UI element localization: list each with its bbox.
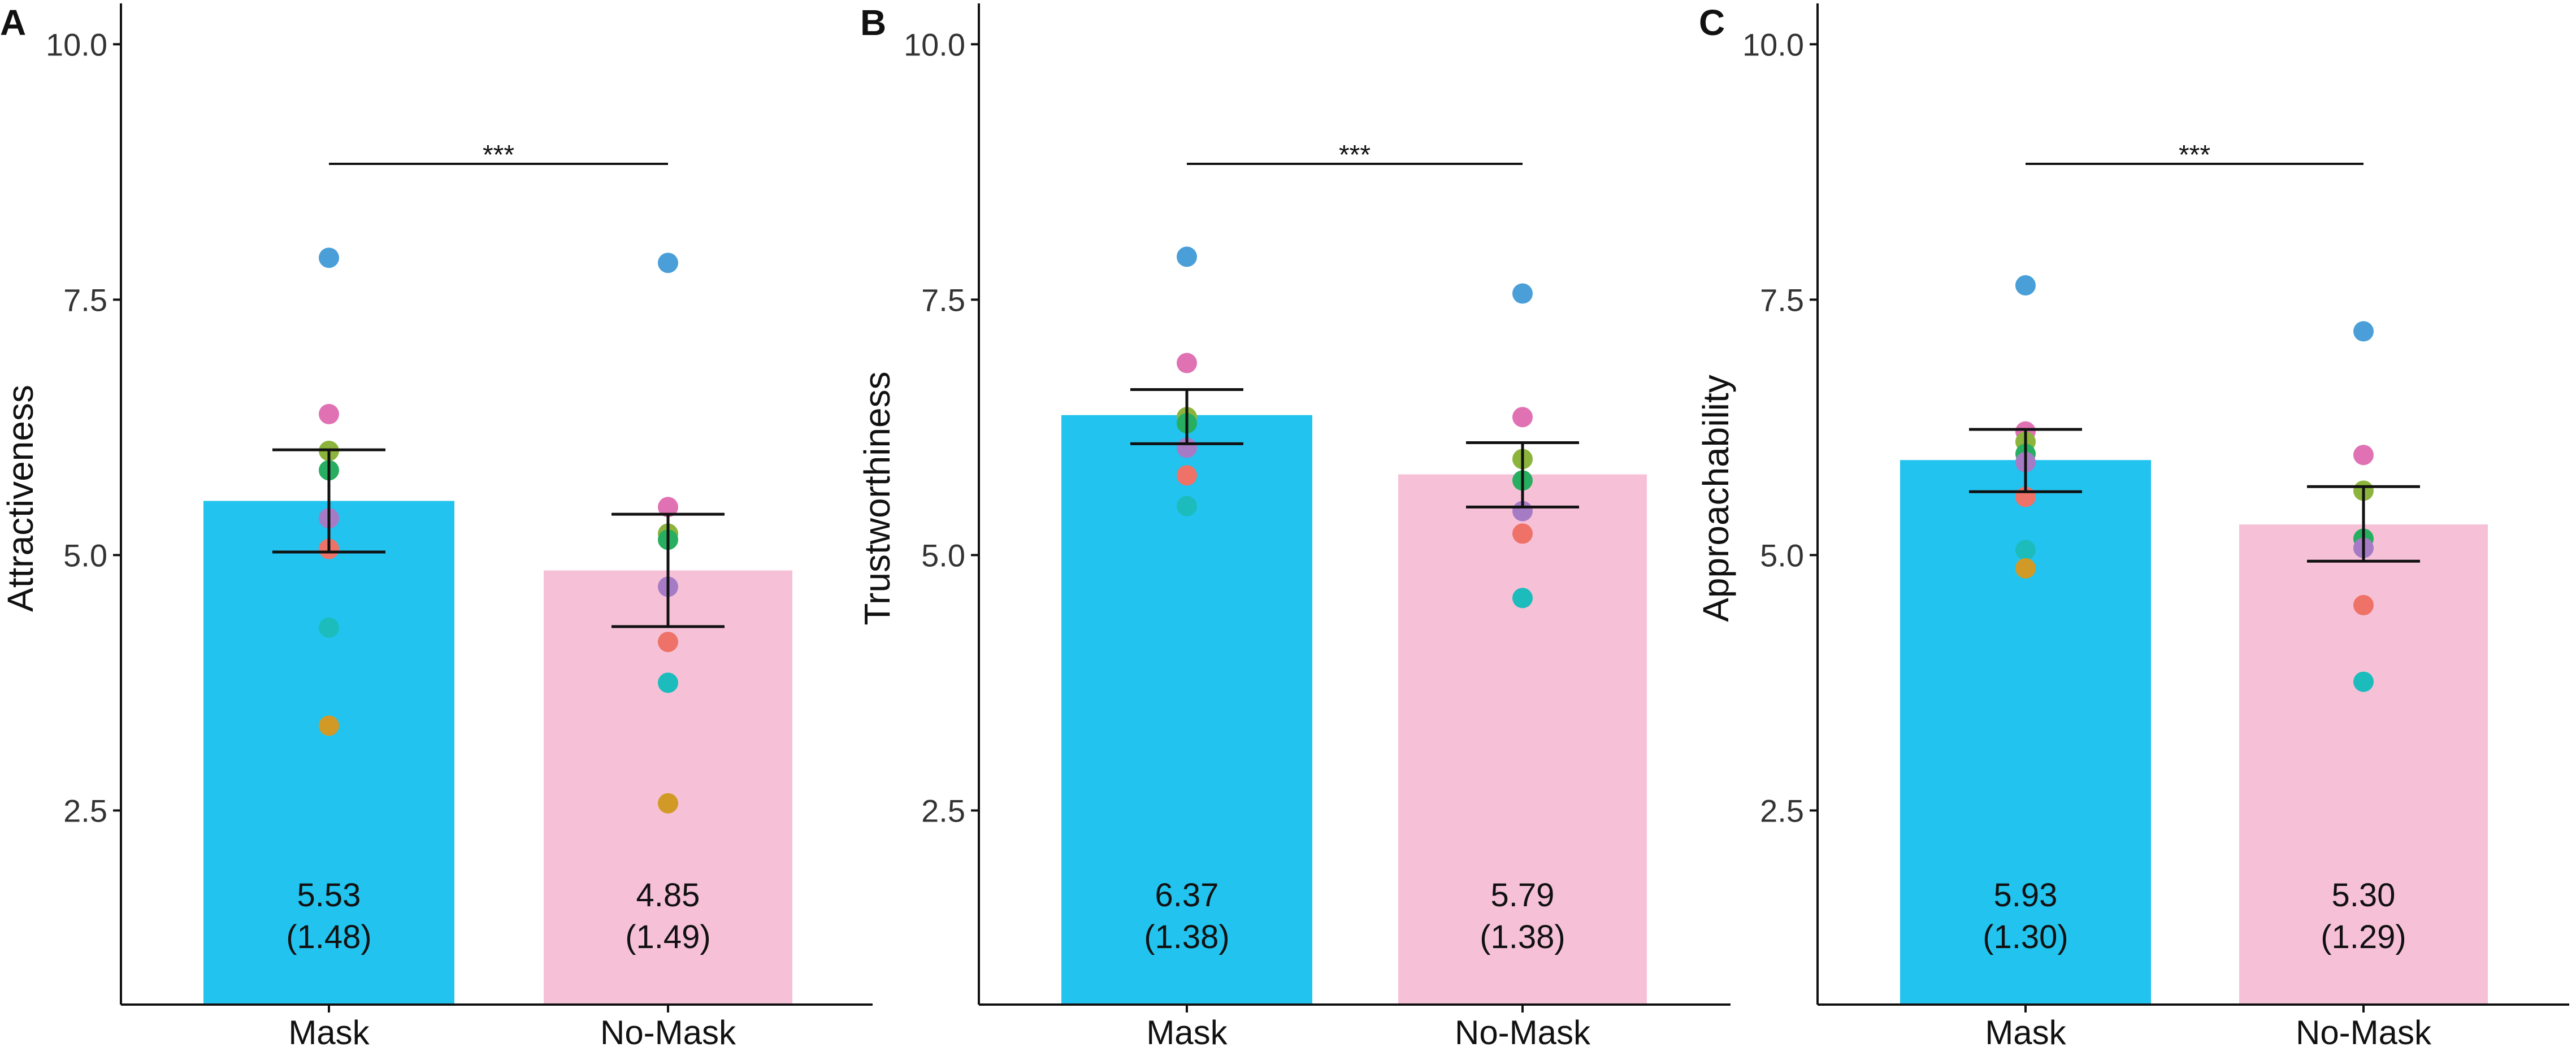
x-category-label: Mask bbox=[1146, 1014, 1228, 1051]
y-tick-label: 10.0 bbox=[1742, 27, 1804, 62]
x-category-label: No-Mask bbox=[2296, 1014, 2432, 1051]
significance-label: *** bbox=[483, 140, 514, 170]
y-axis-title: Approachability bbox=[1695, 375, 1736, 622]
data-point bbox=[319, 247, 339, 268]
significance-label: *** bbox=[1339, 140, 1371, 170]
y-tick-label: 7.5 bbox=[63, 282, 107, 318]
bar-sd-label: (1.48) bbox=[286, 919, 372, 955]
data-point bbox=[1512, 523, 1533, 544]
data-point bbox=[2353, 671, 2374, 692]
panel-letter: B bbox=[860, 2, 886, 43]
bar-value-label: 6.37 bbox=[1155, 877, 1219, 914]
bar-no-mask-b bbox=[1398, 474, 1647, 1005]
error-bar bbox=[1466, 441, 1579, 509]
y-tick-label: 10.0 bbox=[904, 27, 965, 62]
data-point bbox=[658, 672, 678, 693]
data-point bbox=[2015, 275, 2036, 296]
y-tick-label: 2.5 bbox=[1760, 793, 1804, 828]
data-point bbox=[2353, 445, 2374, 466]
x-category-label: No-Mask bbox=[1455, 1014, 1591, 1051]
panel-letter: A bbox=[0, 2, 26, 43]
y-axis-title: Trustworthiness bbox=[857, 371, 897, 625]
bar-value-label: 5.30 bbox=[2332, 877, 2396, 914]
data-point bbox=[658, 497, 678, 518]
data-point bbox=[2353, 595, 2374, 616]
x-category-label: No-Mask bbox=[600, 1014, 736, 1051]
data-point bbox=[2015, 540, 2036, 560]
error-bar bbox=[272, 448, 385, 554]
error-bar bbox=[1130, 388, 1243, 445]
y-tick-label: 7.5 bbox=[1760, 282, 1804, 318]
y-tick-label: 5.0 bbox=[921, 537, 965, 573]
bar-value-label: 5.79 bbox=[1491, 877, 1555, 914]
data-point bbox=[319, 715, 339, 736]
data-point bbox=[1512, 588, 1533, 609]
data-point bbox=[658, 632, 678, 653]
data-point bbox=[1177, 353, 1197, 373]
x-category-label: Mask bbox=[288, 1014, 370, 1051]
data-point bbox=[2353, 321, 2374, 342]
bar-value-label: 4.85 bbox=[636, 877, 700, 914]
data-point bbox=[1177, 246, 1197, 267]
y-tick-label: 2.5 bbox=[63, 793, 107, 828]
data-point bbox=[1512, 283, 1533, 304]
data-point bbox=[1512, 407, 1533, 428]
bar-value-label: 5.93 bbox=[1994, 877, 2058, 914]
y-tick-label: 5.0 bbox=[63, 537, 107, 573]
bar-sd-label: (1.38) bbox=[1144, 919, 1230, 955]
x-category-label: Mask bbox=[1985, 1014, 2066, 1051]
error-bar bbox=[1969, 428, 2082, 493]
bar-sd-label: (1.30) bbox=[1983, 919, 2068, 955]
data-point bbox=[658, 793, 678, 814]
data-point bbox=[2015, 558, 2036, 579]
data-point bbox=[658, 253, 678, 273]
bar-sd-label: (1.38) bbox=[1480, 919, 1565, 955]
data-point bbox=[319, 617, 339, 638]
data-point bbox=[1177, 465, 1197, 486]
y-axis-title: Attractiveness bbox=[0, 385, 41, 612]
data-point bbox=[1177, 496, 1197, 516]
bar-sd-label: (1.49) bbox=[625, 919, 711, 955]
data-point bbox=[319, 403, 339, 424]
panel-letter: C bbox=[1699, 2, 1725, 43]
y-tick-label: 10.0 bbox=[46, 27, 107, 62]
bar-sd-label: (1.29) bbox=[2321, 919, 2406, 955]
significance-label: *** bbox=[2179, 140, 2210, 170]
bar-mask-a bbox=[203, 501, 454, 1005]
y-tick-label: 5.0 bbox=[1760, 537, 1804, 573]
y-tick-label: 2.5 bbox=[921, 793, 965, 828]
error-bar bbox=[2307, 485, 2420, 563]
bar-value-label: 5.53 bbox=[297, 877, 361, 914]
error-bar bbox=[612, 512, 725, 628]
y-tick-label: 7.5 bbox=[921, 282, 965, 318]
